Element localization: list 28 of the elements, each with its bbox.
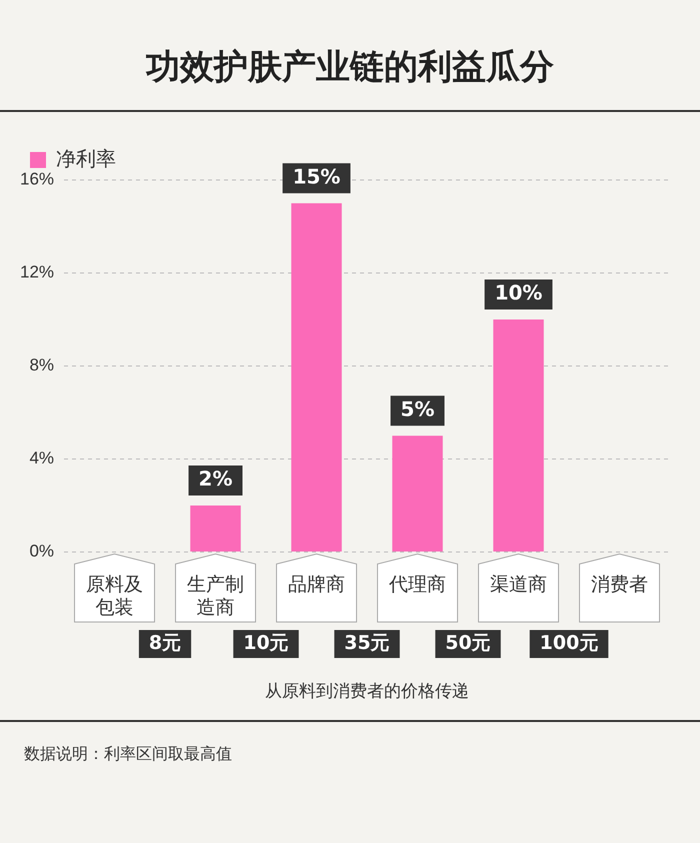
text: 10元 [243, 632, 289, 654]
bar [291, 203, 342, 552]
text: 50元 [445, 632, 491, 654]
x-tick-label: 渠道商 [490, 574, 548, 596]
x-tick-label: 生产制造商 [187, 574, 244, 618]
y-tick-label: 0% [29, 542, 54, 561]
x-tick-label: 品牌商 [288, 574, 346, 596]
text: 8元 [148, 632, 182, 654]
text: 数据说明：利率区间取最高值 [24, 744, 233, 765]
chart-title: 功效护肤产业链的利益瓜分 [0, 0, 700, 112]
y-tick-label: 4% [29, 448, 54, 468]
x-tick-label: 原料及包装 [86, 574, 144, 618]
bar [493, 320, 544, 552]
data-label: 15% [292, 164, 340, 188]
y-tick-label: 16% [20, 170, 54, 189]
text: 100元 [540, 632, 598, 654]
data-label: 2% [198, 466, 233, 491]
data-label: 5% [400, 396, 434, 421]
x-tick-label: 代理商 [388, 574, 446, 596]
bar [392, 436, 443, 552]
data-label: 10% [494, 280, 542, 305]
x-tick-label: 消费者 [591, 574, 648, 596]
legend-label: 净利率 [56, 148, 116, 171]
text: 35元 [344, 632, 390, 654]
y-tick-label: 8% [29, 356, 54, 375]
x-axis-title: 从原料到消费者的价格传递 [265, 681, 470, 700]
bar [190, 506, 241, 552]
y-tick-label: 12% [20, 262, 54, 282]
